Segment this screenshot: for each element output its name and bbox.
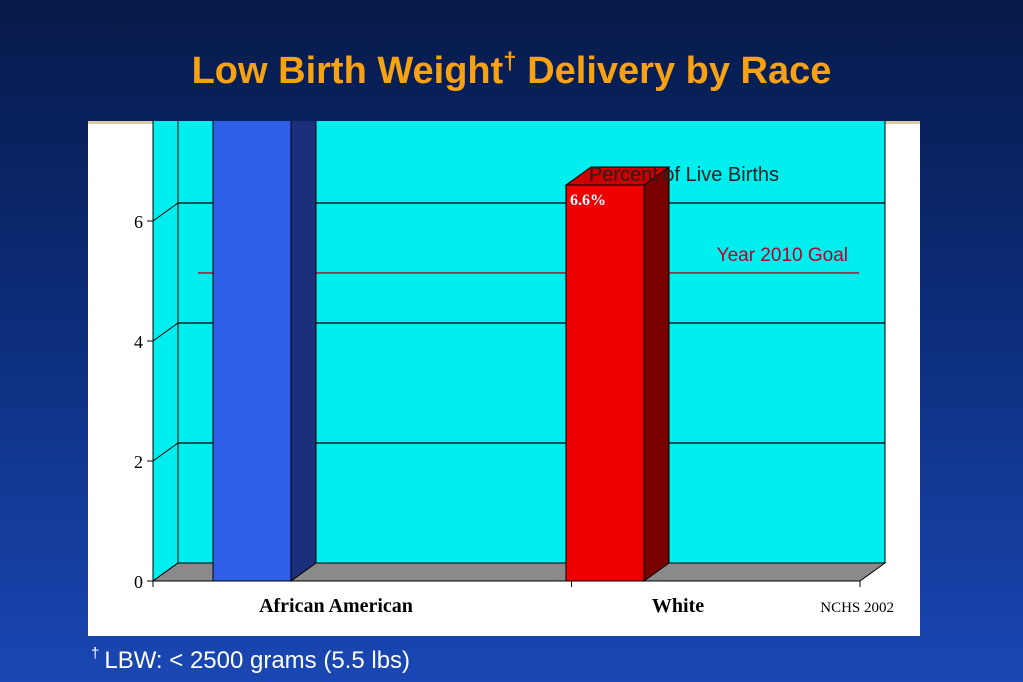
gridline-side <box>152 322 179 342</box>
footnote-text: LBW: < 2500 grams (5.5 lbs) <box>104 647 411 674</box>
chart-panel: 02468101214Year 2010 Goal13.0%6.6%Percen… <box>88 121 920 636</box>
title-dagger: † <box>503 48 517 75</box>
gridline-side <box>152 442 179 462</box>
footnote: † LBW: < 2500 grams (5.5 lbs) <box>91 645 410 675</box>
chart-title: Percent of Live Births <box>589 164 779 186</box>
category-label: African American <box>259 595 413 617</box>
slide-title: Low Birth Weight† Delivery by Race <box>0 48 1023 93</box>
y-tick-label: 4 <box>134 332 143 352</box>
y-tick-label: 0 <box>134 572 143 592</box>
bar-value-label: 6.6% <box>570 192 606 209</box>
y-tick-label: 2 <box>134 452 143 472</box>
bar-chart: 02468101214Year 2010 Goal13.0%6.6%Percen… <box>88 121 920 617</box>
bar <box>212 121 292 582</box>
source-label: NCHS 2002 <box>820 600 894 616</box>
title-rest: Delivery by Race <box>516 50 832 92</box>
plot-left-wall <box>152 121 179 582</box>
gridline-side <box>152 202 179 222</box>
y-tick-label: 6 <box>134 212 143 232</box>
category-label: White <box>652 595 704 617</box>
title-main: Low Birth Weight <box>191 50 504 92</box>
bar-side <box>290 121 317 582</box>
footnote-mark: † <box>91 645 100 662</box>
bar <box>565 184 645 582</box>
bar-side <box>643 166 670 582</box>
goal-line-label: Year 2010 Goal <box>717 245 848 266</box>
